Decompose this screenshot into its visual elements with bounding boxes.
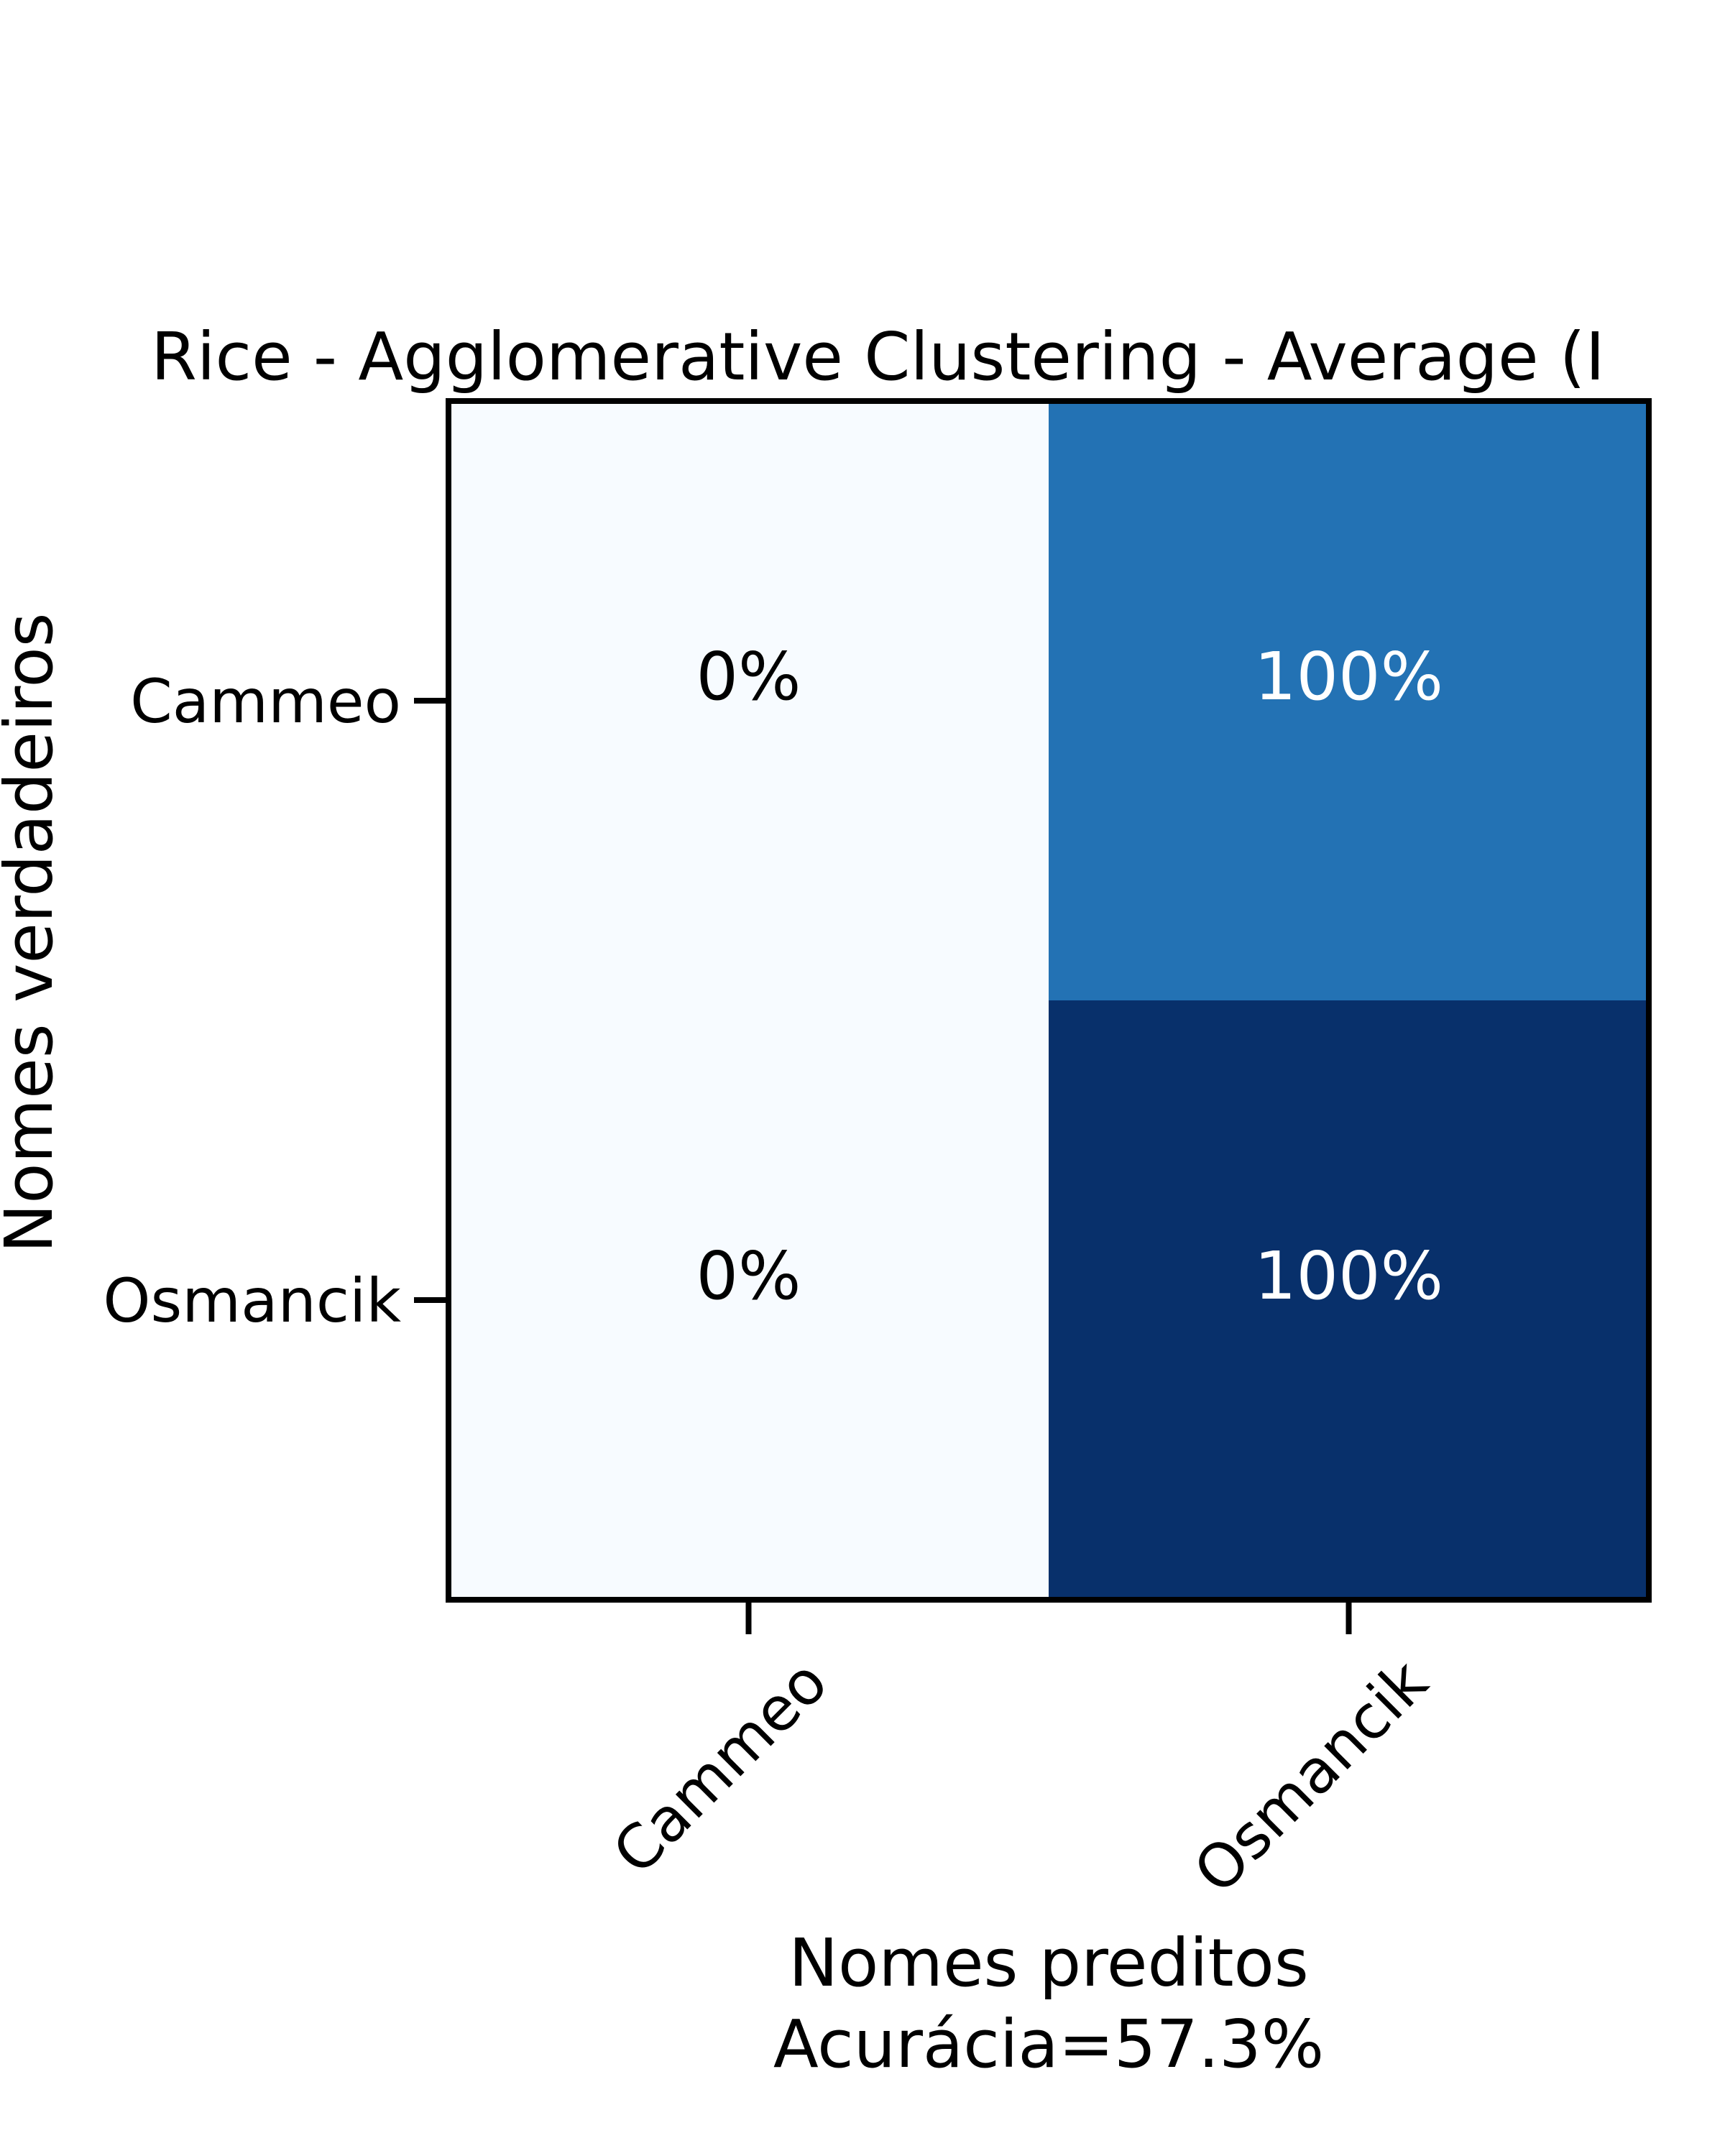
y-axis-ticks: Cammeo Osmancik	[103, 666, 448, 1336]
plot-frame	[446, 398, 1652, 1603]
cell-value-label: 0%	[696, 638, 801, 715]
heatmap-cell	[448, 1000, 1049, 1600]
cell-labels: 0% 100% 0% 100%	[696, 638, 1443, 1314]
x-axis-ticks: Cammeo Osmancik	[599, 1600, 1441, 1907]
cell-value-label: 0%	[696, 1238, 801, 1314]
y-tick-label: Cammeo	[130, 666, 401, 737]
chart-title: Rice - Agglomerative Clustering - Averag…	[151, 318, 1605, 395]
accuracy-label: Acurácia=57.3%	[773, 2006, 1324, 2083]
y-axis-label: Nomes verdadeiros	[0, 612, 68, 1253]
heatmap-cell	[1049, 401, 1650, 1001]
heatmap-cell	[448, 401, 1049, 1001]
x-axis-label: Nomes preditos	[788, 1925, 1309, 2001]
x-tick-label: Osmancik	[1180, 1646, 1441, 1907]
heatmap-cells	[448, 401, 1650, 1600]
heatmap-cell	[1049, 1000, 1650, 1600]
y-tick-label: Osmancik	[103, 1266, 401, 1336]
cell-value-label: 100%	[1254, 1238, 1443, 1314]
x-tick-label: Cammeo	[599, 1646, 841, 1888]
cell-value-label: 100%	[1254, 638, 1443, 715]
